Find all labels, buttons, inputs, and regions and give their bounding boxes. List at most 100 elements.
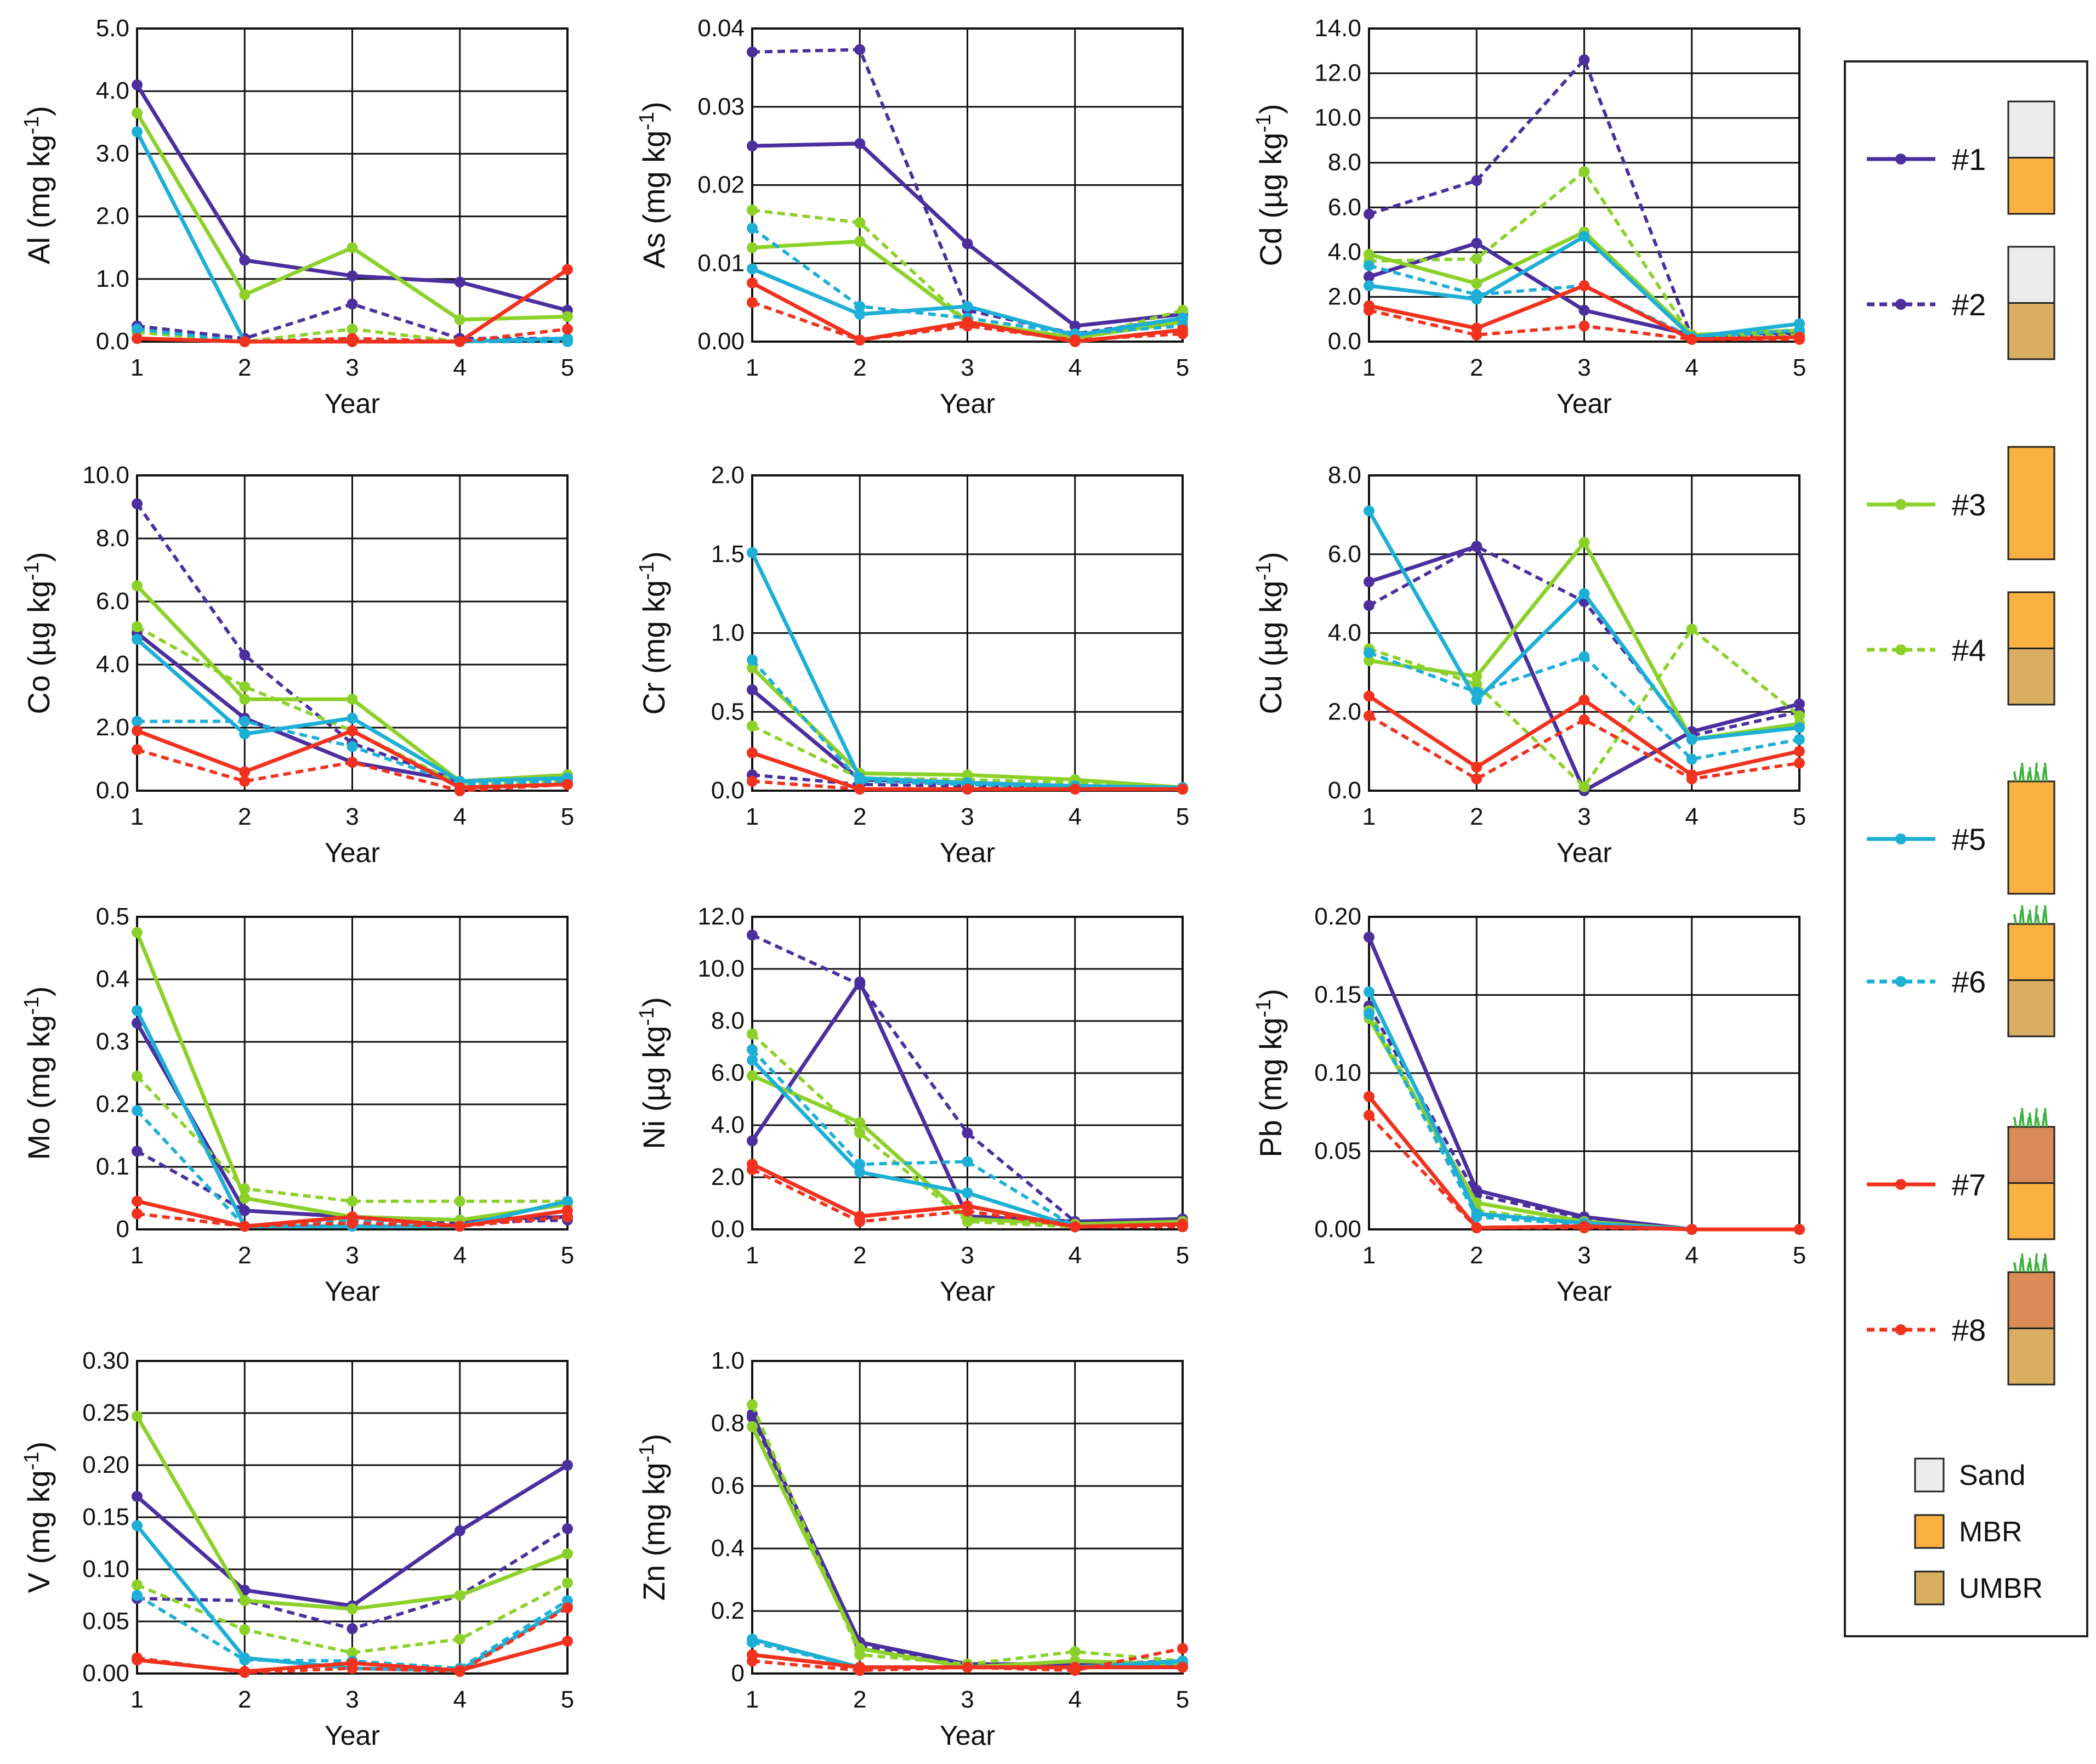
data-point <box>132 79 143 90</box>
data-point <box>854 309 866 320</box>
data-point <box>132 1070 143 1082</box>
y-tick-label: 0.6 <box>711 1472 745 1499</box>
data-point <box>454 1525 465 1536</box>
y-tick-label: 6.0 <box>1328 194 1361 220</box>
data-point <box>1578 304 1590 316</box>
data-point <box>562 264 573 275</box>
data-point <box>239 681 251 693</box>
data-point <box>132 1410 143 1422</box>
y-tick-label: 0.20 <box>82 1451 129 1478</box>
x-tick-label: 2 <box>1470 803 1483 830</box>
grass-blade <box>2042 1112 2046 1127</box>
grass-blade <box>2029 1112 2032 1127</box>
data-point <box>1794 1224 1805 1235</box>
grass-icon <box>2013 1253 2048 1273</box>
data-point <box>132 498 143 509</box>
data-point <box>239 775 251 787</box>
x-tick-label: 5 <box>1176 803 1189 830</box>
data-point <box>747 1399 758 1410</box>
grass-blade <box>2021 1253 2025 1273</box>
y-tick-label: 4.0 <box>96 77 129 104</box>
data-point <box>854 334 866 346</box>
data-point <box>1364 260 1374 271</box>
data-point <box>1471 773 1482 785</box>
x-tick-label: 2 <box>238 1242 251 1269</box>
data-point <box>1177 1661 1188 1673</box>
data-point <box>1794 734 1805 745</box>
x-tick-label: 4 <box>1685 803 1699 830</box>
data-point <box>747 1411 758 1423</box>
data-point <box>132 1590 143 1601</box>
data-point <box>562 1602 573 1614</box>
y-tick-label: 0.0 <box>96 328 129 355</box>
data-point <box>454 276 465 288</box>
data-point <box>239 1595 251 1606</box>
data-point <box>1364 505 1374 517</box>
data-point <box>1364 271 1374 282</box>
data-point <box>132 744 143 756</box>
y-tick-label: 2.0 <box>96 203 129 230</box>
data-point <box>1177 328 1188 339</box>
data-point <box>454 785 465 796</box>
data-point <box>747 140 758 152</box>
x-axis-title: Year <box>325 1720 380 1751</box>
data-point <box>347 242 358 253</box>
data-point <box>1578 166 1590 178</box>
data-point <box>1069 320 1081 332</box>
data-point <box>562 1523 573 1534</box>
data-point <box>854 1117 866 1128</box>
x-axis-title: Year <box>325 837 380 868</box>
data-point <box>854 979 866 990</box>
data-point <box>239 1221 251 1232</box>
y-tick-label: 0.04 <box>697 15 745 42</box>
x-tick-label: 1 <box>1362 354 1376 381</box>
data-point <box>1364 600 1374 611</box>
material-label-umbr: UMBR <box>1959 1573 2043 1604</box>
data-point <box>854 1166 866 1178</box>
x-tick-label: 1 <box>130 354 144 381</box>
y-tick-label: 4.0 <box>1328 239 1361 265</box>
x-tick-label: 5 <box>1793 354 1806 381</box>
data-point <box>1578 320 1590 332</box>
data-point <box>1471 687 1482 698</box>
data-point <box>854 217 866 229</box>
data-point <box>562 1548 573 1559</box>
y-tick-label: 2.0 <box>711 462 745 489</box>
x-tick-label: 5 <box>561 354 574 381</box>
data-point <box>454 336 465 347</box>
y-tick-label: 0.0 <box>711 777 745 804</box>
y-tick-label: 0.2 <box>96 1091 129 1118</box>
data-point <box>854 784 866 795</box>
x-tick-label: 2 <box>853 803 866 830</box>
data-point <box>747 1028 758 1040</box>
x-tick-label: 5 <box>1176 1242 1189 1269</box>
x-tick-label: 3 <box>961 1242 974 1269</box>
x-tick-label: 5 <box>561 1242 574 1269</box>
series-line-n4 <box>1368 627 1800 789</box>
y-tick-label: 0.03 <box>697 93 745 120</box>
chart-panel-al: 0.0 1.0 2.0 3.0 4.0 5.0 1 2 3 4 5 Year Al (mg kg-1) <box>20 15 574 419</box>
data-point <box>347 712 358 724</box>
data-point <box>1686 623 1697 635</box>
data-point <box>1794 710 1805 722</box>
x-tick-label: 4 <box>453 1686 467 1713</box>
legend-label: #4 <box>1952 633 1986 667</box>
data-point <box>132 1208 143 1220</box>
data-point <box>1686 333 1697 345</box>
grass-blade <box>2034 1253 2038 1273</box>
x-axis-title: Year <box>325 388 380 419</box>
y-tick-label: 0.30 <box>82 1347 129 1374</box>
y-tick-label: 0.4 <box>96 966 129 992</box>
column-layer-sand <box>2007 100 2055 158</box>
data-point <box>747 721 758 732</box>
x-tick-label: 1 <box>1362 1242 1376 1269</box>
data-point <box>854 775 866 787</box>
grass-blade <box>2013 1262 2017 1273</box>
data-point <box>747 205 758 216</box>
y-tick-label: 0.01 <box>697 249 745 276</box>
chart-panel-cd: 0.0 2.0 4.0 6.0 8.0 10.0 12.0 14.0 1 2 3 4 5 Year Cd (… <box>1252 15 1806 419</box>
data-point <box>132 1145 143 1157</box>
material-swatch-mbr <box>1914 1514 1945 1549</box>
x-tick-label: 3 <box>345 803 359 830</box>
legend-swatch-point <box>1895 644 1906 655</box>
